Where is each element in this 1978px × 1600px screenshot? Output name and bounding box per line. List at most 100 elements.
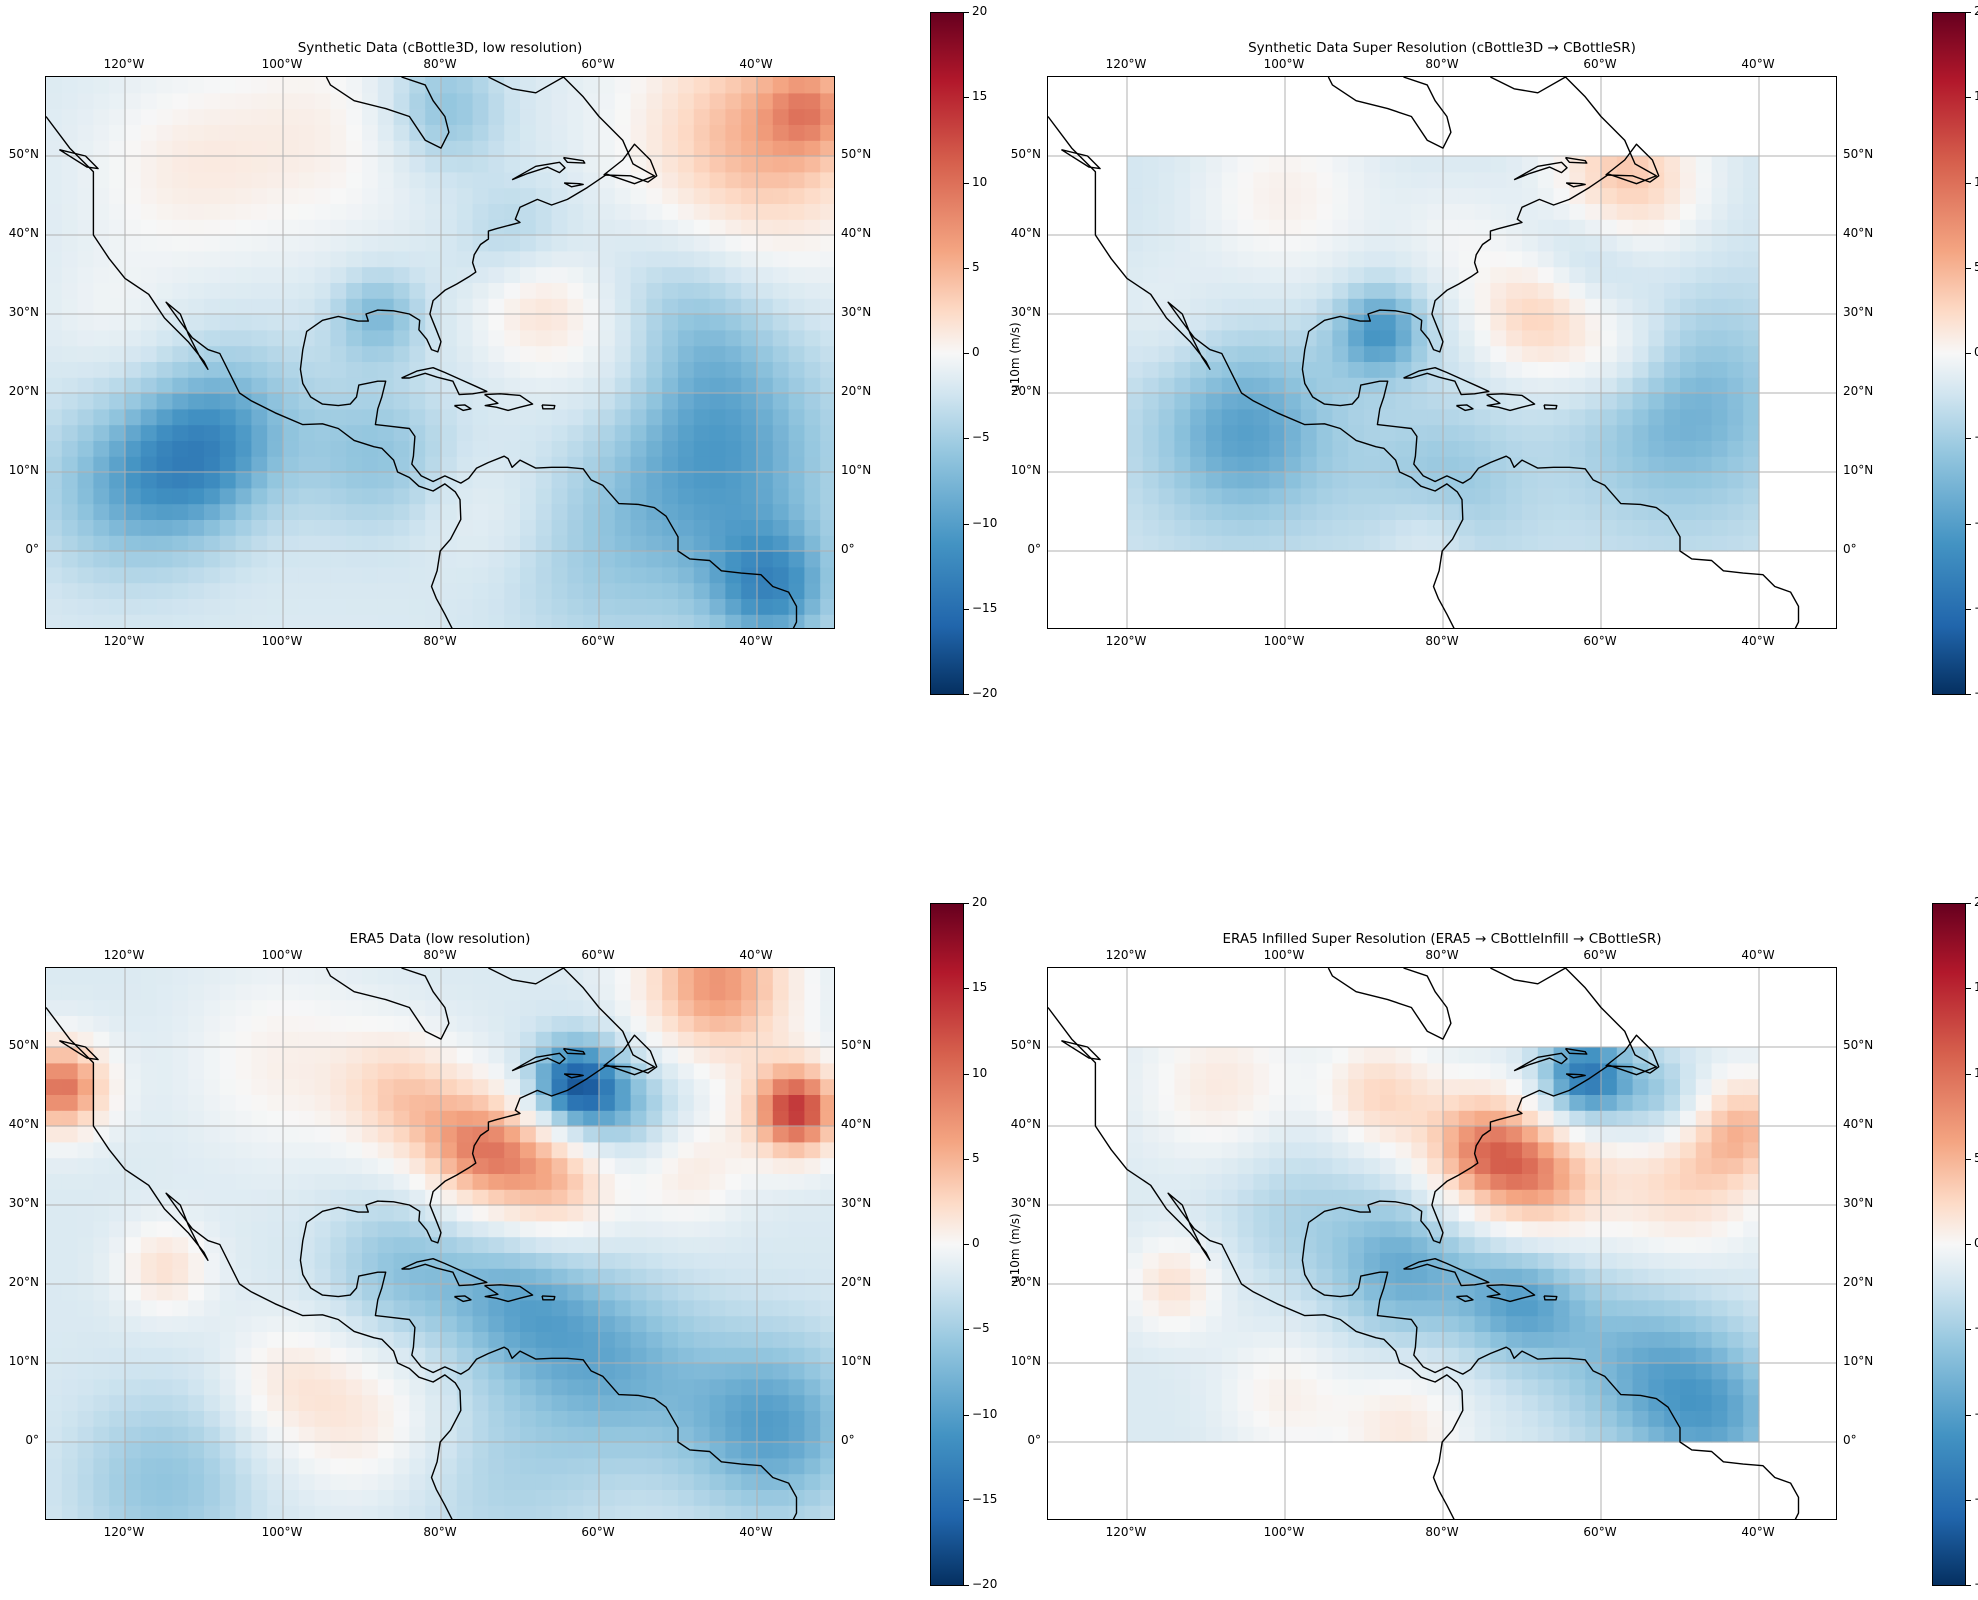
lon-tick-label-bottom: 80°W <box>1425 634 1459 648</box>
colorbar <box>930 12 964 695</box>
coastline <box>325 77 450 149</box>
wind-field <box>46 968 834 1519</box>
colorbar-tick-mark <box>1966 1158 1971 1160</box>
coastline <box>1048 116 1464 628</box>
coastline <box>299 77 798 628</box>
colorbar-tick-mark <box>964 694 969 695</box>
lon-tick-label-top: 120°W <box>1105 57 1147 71</box>
lat-tick-label-right: 20°N <box>841 384 872 398</box>
lon-tick-label-bottom: 100°W <box>1263 1525 1305 1539</box>
lon-tick-label-top: 60°W <box>1583 57 1617 71</box>
panel-title: Synthetic Data (cBottle3D, low resolutio… <box>297 40 583 56</box>
colorbar-tick-mark <box>1966 608 1971 610</box>
colorbar-tick-label: −20 <box>972 1577 998 1591</box>
colorbar-tick-mark <box>964 267 969 269</box>
coastline <box>1564 156 1588 164</box>
lon-tick-label-bottom: 120°W <box>1105 634 1147 648</box>
coastline <box>488 77 564 94</box>
map-canvas <box>1048 968 1836 1519</box>
lon-tick-label-bottom: 40°W <box>739 1525 773 1539</box>
coastline <box>46 1007 462 1519</box>
lon-tick-label-bottom: 80°W <box>423 634 457 648</box>
coastline <box>484 393 534 412</box>
lon-tick-label-top: 120°W <box>103 948 145 962</box>
coastline <box>1403 1258 1490 1287</box>
lon-tick-label-top: 100°W <box>1263 57 1305 71</box>
colorbar-tick-mark <box>964 1585 969 1586</box>
lat-tick-label-right: 10°N <box>841 463 872 477</box>
lat-tick-label-right: 0° <box>841 1433 855 1447</box>
colorbar-tick-label: 15 <box>1974 980 1978 995</box>
coastline <box>1301 77 1800 628</box>
lon-tick-label-bottom: 80°W <box>1425 1525 1459 1539</box>
lon-tick-label-bottom: 100°W <box>1263 634 1305 648</box>
coastline <box>562 1047 586 1055</box>
lon-tick-label-bottom: 120°W <box>1105 1525 1147 1539</box>
colorbar-tick-mark <box>1966 97 1971 99</box>
colorbar-tick-mark <box>964 12 969 13</box>
colorbar-tick-mark <box>1966 1499 1971 1501</box>
map-area <box>1047 76 1837 629</box>
colorbar-tick-mark <box>1966 438 1971 440</box>
lat-tick-label-left: 20°N <box>1010 384 1041 398</box>
colorbar-tick-label: −5 <box>972 1321 990 1336</box>
coastline <box>401 367 488 396</box>
lat-tick-label-left: 10°N <box>8 1354 39 1368</box>
coastline <box>1490 968 1566 985</box>
colorbar-tick-label: 5 <box>972 1150 980 1165</box>
coastline <box>401 1258 488 1287</box>
lon-tick-label-bottom: 100°W <box>261 1525 303 1539</box>
colorbar-tick-label: 0 <box>972 1236 980 1250</box>
lon-tick-label-bottom: 40°W <box>1741 634 1775 648</box>
colorbar-tick-mark <box>964 903 969 904</box>
coastline <box>1327 77 1452 149</box>
lat-tick-label-left: 40°N <box>8 226 39 240</box>
colorbar-tick-label: −15 <box>1974 1492 1978 1506</box>
colorbar-tick-label: −15 <box>972 600 998 615</box>
lat-tick-label-left: 20°N <box>8 1275 39 1289</box>
lat-tick-label-left: 10°N <box>1010 1354 1041 1368</box>
lat-tick-label-left: 10°N <box>8 463 39 477</box>
lat-tick-label-right: 10°N <box>1843 463 1874 477</box>
colorbar-label: u10m (m/s) <box>1008 321 1022 392</box>
lat-tick-label-left: 0° <box>25 542 39 556</box>
colorbar-label: u10m (m/s) <box>1008 1212 1022 1283</box>
map-area <box>45 967 835 1520</box>
colorbar-tick-label: −15 <box>1974 601 1978 615</box>
coastline <box>325 968 450 1040</box>
coastline <box>59 149 99 170</box>
colorbar-tick-label: 0 <box>1974 345 1978 359</box>
coastline <box>1061 1040 1101 1061</box>
colorbar-tick-label: 15 <box>972 980 988 995</box>
coastline <box>299 968 798 1519</box>
lon-tick-label-top: 40°W <box>739 948 773 962</box>
colorbar-tick-label: 10 <box>972 1065 988 1080</box>
colorbar-tick-mark <box>964 1414 969 1416</box>
colorbar-tick-mark <box>1966 1585 1971 1586</box>
coastline <box>563 182 584 188</box>
colorbar-tick-mark <box>1966 988 1971 990</box>
lon-tick-label-bottom: 100°W <box>261 634 303 648</box>
lon-tick-label-top: 100°W <box>261 948 303 962</box>
map-canvas <box>46 77 834 628</box>
colorbar-tick-mark <box>1966 1244 1971 1245</box>
lon-tick-label-bottom: 60°W <box>1583 1525 1617 1539</box>
lon-tick-label-top: 80°W <box>423 57 457 71</box>
colorbar-tick-mark <box>964 523 969 525</box>
lat-tick-label-left: 50°N <box>1010 147 1041 161</box>
coastline <box>488 968 564 985</box>
panel-title: Synthetic Data Super Resolution (cBottle… <box>1248 40 1636 56</box>
coastline <box>1061 149 1101 170</box>
lat-tick-label-right: 50°N <box>1843 1038 1874 1052</box>
coastline <box>46 116 462 628</box>
colorbar-tick-mark <box>1966 267 1971 269</box>
lat-tick-label-right: 20°N <box>1843 1275 1874 1289</box>
lat-tick-label-left: 20°N <box>1010 1275 1041 1289</box>
lon-tick-label-top: 40°W <box>1741 57 1775 71</box>
panel-title: ERA5 Infilled Super Resolution (ERA5 → C… <box>1222 931 1662 947</box>
coastline <box>59 1040 99 1061</box>
coastline <box>1301 968 1800 1519</box>
colorbar-tick-mark <box>1966 1073 1971 1075</box>
lon-tick-label-top: 60°W <box>1583 948 1617 962</box>
coastline <box>1565 1073 1586 1079</box>
